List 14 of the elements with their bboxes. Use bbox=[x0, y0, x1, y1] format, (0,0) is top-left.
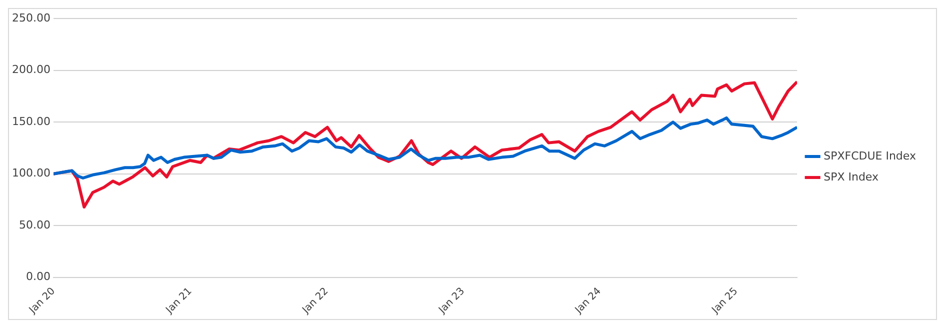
y-tick-label: 50.00 bbox=[18, 218, 50, 232]
x-tick-label: Jan 25 bbox=[710, 286, 740, 316]
y-tick-label: 0.00 bbox=[26, 270, 50, 284]
y-tick-label: 200.00 bbox=[12, 63, 50, 76]
y-tick-label: 150.00 bbox=[12, 114, 50, 128]
x-tick-label: Jan 24 bbox=[572, 286, 604, 316]
y-tick-label: 100.00 bbox=[12, 166, 50, 180]
x-tick-label: Jan 20 bbox=[26, 286, 58, 316]
x-tick-label: Jan 21 bbox=[164, 286, 194, 316]
y-tick-label: 250.00 bbox=[12, 11, 50, 24]
x-tick-label: Jan 23 bbox=[436, 286, 467, 316]
legend-label: SPXFCDUE Index bbox=[824, 149, 916, 162]
legend-label: SPX Index bbox=[824, 170, 880, 184]
x-tick-label: Jan 22 bbox=[300, 286, 331, 316]
